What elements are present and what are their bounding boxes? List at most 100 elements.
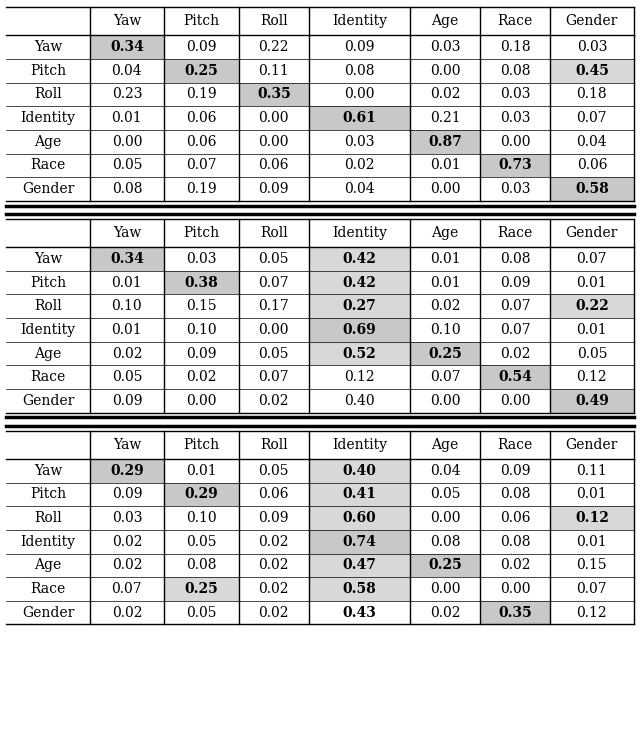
Text: 0.09: 0.09	[344, 41, 374, 54]
Text: 0.02: 0.02	[111, 559, 142, 572]
Text: Roll: Roll	[34, 511, 62, 525]
Text: 0.12: 0.12	[344, 370, 374, 384]
Text: Gender: Gender	[566, 438, 618, 452]
Text: 0.07: 0.07	[111, 582, 142, 596]
Text: 0.08: 0.08	[500, 488, 531, 501]
Text: 0.02: 0.02	[259, 606, 289, 619]
Text: 0.07: 0.07	[500, 323, 531, 337]
Bar	[309, 577, 410, 601]
Text: 0.25: 0.25	[184, 64, 218, 77]
Text: 0.52: 0.52	[342, 347, 376, 360]
Text: 0.19: 0.19	[186, 88, 217, 101]
Text: 0.07: 0.07	[577, 582, 607, 596]
Text: 0.23: 0.23	[111, 88, 142, 101]
Bar	[550, 294, 634, 318]
Text: 0.08: 0.08	[500, 535, 531, 548]
Text: 0.01: 0.01	[429, 276, 460, 289]
Text: 0.09: 0.09	[500, 276, 531, 289]
Text: 0.06: 0.06	[577, 159, 607, 172]
Text: 0.01: 0.01	[577, 323, 607, 337]
Text: 0.09: 0.09	[186, 347, 217, 360]
Text: 0.00: 0.00	[429, 64, 460, 77]
Text: 0.74: 0.74	[342, 535, 376, 548]
Bar	[410, 554, 480, 577]
Text: 0.17: 0.17	[259, 300, 289, 313]
Text: Age: Age	[431, 438, 459, 452]
Text: Pitch: Pitch	[30, 488, 66, 501]
Text: 0.10: 0.10	[111, 300, 142, 313]
Text: Identity: Identity	[332, 438, 387, 452]
Text: Pitch: Pitch	[184, 438, 220, 452]
Text: 0.41: 0.41	[342, 488, 376, 501]
Text: 0.34: 0.34	[110, 41, 144, 54]
Text: Gender: Gender	[22, 182, 74, 196]
Text: 0.05: 0.05	[186, 606, 217, 619]
Text: 0.06: 0.06	[259, 488, 289, 501]
Bar	[309, 530, 410, 554]
Text: Race: Race	[30, 159, 66, 172]
Text: 0.60: 0.60	[342, 511, 376, 525]
Text: 0.01: 0.01	[577, 488, 607, 501]
Text: 0.11: 0.11	[577, 464, 607, 477]
Text: 0.02: 0.02	[500, 559, 531, 572]
Text: 0.08: 0.08	[500, 64, 531, 77]
Text: Identity: Identity	[20, 535, 76, 548]
Text: 0.03: 0.03	[500, 88, 531, 101]
Text: 0.58: 0.58	[342, 582, 376, 596]
Text: 0.00: 0.00	[429, 394, 460, 407]
Bar	[309, 459, 410, 483]
Bar	[550, 389, 634, 413]
Text: 0.04: 0.04	[111, 64, 142, 77]
Text: 0.58: 0.58	[575, 182, 609, 196]
Text: 0.10: 0.10	[186, 323, 217, 337]
Text: 0.07: 0.07	[577, 252, 607, 266]
Text: 0.10: 0.10	[186, 511, 217, 525]
Text: 0.02: 0.02	[111, 606, 142, 619]
Bar	[90, 459, 164, 483]
Text: Roll: Roll	[260, 227, 288, 240]
Text: Race: Race	[497, 227, 532, 240]
Text: Race: Race	[497, 438, 532, 452]
Text: Pitch: Pitch	[184, 227, 220, 240]
Text: 0.40: 0.40	[344, 394, 374, 407]
Text: 0.29: 0.29	[184, 488, 218, 501]
Text: 0.25: 0.25	[428, 559, 462, 572]
Text: 0.00: 0.00	[429, 582, 460, 596]
Text: 0.01: 0.01	[577, 535, 607, 548]
Text: 0.54: 0.54	[498, 370, 532, 384]
Text: 0.00: 0.00	[500, 135, 531, 148]
Text: 0.69: 0.69	[342, 323, 376, 337]
Text: 0.08: 0.08	[429, 535, 460, 548]
Bar	[410, 130, 480, 154]
Text: 0.45: 0.45	[575, 64, 609, 77]
Text: Age: Age	[431, 15, 459, 28]
Bar	[309, 554, 410, 577]
Text: 0.07: 0.07	[259, 370, 289, 384]
Text: 0.07: 0.07	[577, 111, 607, 125]
Text: Age: Age	[35, 135, 61, 148]
Text: 0.09: 0.09	[259, 511, 289, 525]
Bar	[309, 483, 410, 506]
Text: 0.05: 0.05	[259, 252, 289, 266]
Text: 0.09: 0.09	[500, 464, 531, 477]
Text: 0.03: 0.03	[500, 182, 531, 196]
Text: 0.02: 0.02	[186, 370, 217, 384]
Text: 0.61: 0.61	[342, 111, 376, 125]
Text: 0.25: 0.25	[428, 347, 462, 360]
Text: 0.05: 0.05	[186, 535, 217, 548]
Text: Yaw: Yaw	[34, 41, 62, 54]
Bar	[410, 342, 480, 365]
Text: Identity: Identity	[332, 15, 387, 28]
Bar	[309, 318, 410, 342]
Text: 0.08: 0.08	[111, 182, 142, 196]
Text: 0.05: 0.05	[111, 159, 142, 172]
Text: 0.73: 0.73	[499, 159, 532, 172]
Text: 0.12: 0.12	[575, 511, 609, 525]
Text: 0.03: 0.03	[577, 41, 607, 54]
Text: 0.02: 0.02	[111, 535, 142, 548]
Text: 0.03: 0.03	[186, 252, 217, 266]
Text: 0.34: 0.34	[110, 252, 144, 266]
Bar	[550, 506, 634, 530]
Text: 0.35: 0.35	[499, 606, 532, 619]
Bar	[309, 247, 410, 271]
